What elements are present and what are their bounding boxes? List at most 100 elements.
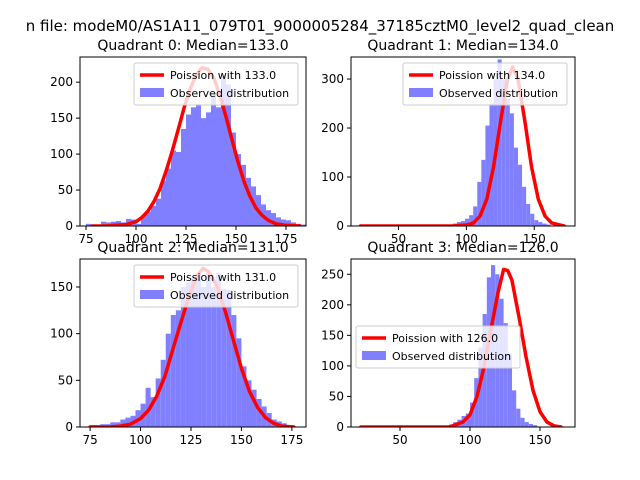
histogram-bar bbox=[145, 387, 151, 427]
histogram-bar bbox=[311, 225, 316, 226]
subplot-grid: 75 100 125 150 175 0 50 100 150 200 Quadrant 0: Me… bbox=[50, 38, 576, 447]
legend-box bbox=[133, 62, 299, 106]
x-tick-label: 125 bbox=[180, 433, 203, 447]
histogram-bar bbox=[186, 114, 191, 226]
histogram-bar bbox=[489, 103, 494, 226]
histogram-bar bbox=[473, 206, 478, 226]
histogram-bar bbox=[231, 132, 236, 226]
histogram-bar bbox=[241, 366, 247, 427]
histogram-bar bbox=[196, 103, 201, 226]
histogram-bar bbox=[211, 92, 216, 226]
histogram-bar bbox=[469, 215, 474, 226]
x-tick-label: 100 bbox=[459, 433, 482, 447]
histogram-bar bbox=[201, 118, 206, 226]
legend-label-poisson: Poission with 126.0 bbox=[392, 332, 498, 345]
x-tick-label: 100 bbox=[455, 232, 478, 246]
histogram-bar bbox=[306, 225, 311, 226]
histogram-bar bbox=[185, 282, 191, 427]
histogram-bar bbox=[180, 287, 186, 427]
histogram-bar bbox=[522, 186, 527, 226]
x-tick-label: 150 bbox=[529, 433, 552, 447]
histogram-bar bbox=[533, 425, 538, 427]
histogram-bar bbox=[503, 323, 508, 427]
histogram-bar bbox=[276, 217, 281, 226]
histogram-bar bbox=[221, 288, 227, 427]
legend-box bbox=[355, 325, 521, 369]
histogram-bar bbox=[512, 390, 517, 427]
legend-patch-swatch bbox=[409, 88, 433, 97]
histogram-bar bbox=[477, 181, 482, 226]
x-tick-label: 50 bbox=[392, 433, 407, 447]
histogram-bar bbox=[110, 422, 116, 427]
histogram-bar bbox=[497, 59, 502, 226]
histogram-bar bbox=[171, 150, 176, 226]
histogram-bar bbox=[513, 147, 518, 226]
x-tick-label: 150 bbox=[225, 232, 248, 246]
y-tick-label: 100 bbox=[50, 327, 73, 341]
histogram-bar bbox=[524, 422, 529, 427]
histogram-bars bbox=[90, 273, 292, 427]
legend-label-observed: Observed distribution bbox=[392, 350, 511, 363]
histogram-bar bbox=[221, 74, 226, 226]
histogram-bar bbox=[136, 223, 141, 226]
histogram-bar bbox=[286, 220, 291, 226]
y-tick-label: 0 bbox=[65, 420, 73, 434]
y-tick-label: 0 bbox=[65, 219, 73, 233]
histogram-bar bbox=[156, 198, 161, 226]
subplot-quadrant-1: 50 100 150 0 100 200 300 Quadrant 1: Median=134… bbox=[321, 38, 576, 246]
y-tick-label: 150 bbox=[50, 280, 73, 294]
legend: Poission with 131.0 Observed distribution bbox=[133, 264, 299, 308]
histogram-bar bbox=[505, 98, 510, 226]
histogram-bar bbox=[520, 417, 525, 427]
axes-frame bbox=[350, 56, 576, 227]
y-tick-label: 200 bbox=[50, 75, 73, 89]
y-tick-label: 100 bbox=[321, 170, 344, 184]
x-tick-label: 100 bbox=[125, 232, 148, 246]
y-tick-label: 200 bbox=[321, 298, 344, 312]
y-tick-label: 50 bbox=[58, 183, 73, 197]
legend-label-observed: Observed distribution bbox=[170, 87, 289, 100]
histogram-bar bbox=[256, 399, 262, 427]
histogram-bar bbox=[501, 79, 506, 226]
histogram-bar bbox=[546, 224, 551, 226]
histogram-bar bbox=[206, 112, 211, 226]
legend: Poission with 134.0 Observed distribution bbox=[402, 62, 568, 106]
subplot-title: Quadrant 0: Median=133.0 bbox=[97, 38, 288, 54]
legend-patch-swatch bbox=[362, 351, 386, 360]
y-tick-label: 200 bbox=[321, 121, 344, 135]
histogram-bar bbox=[236, 154, 241, 226]
y-tick-label: 300 bbox=[321, 72, 344, 86]
histogram-bar bbox=[509, 113, 514, 226]
legend: Poission with 133.0 Observed distribution bbox=[133, 62, 299, 106]
histogram-bar bbox=[241, 164, 246, 226]
x-tick-label: 175 bbox=[275, 232, 298, 246]
histogram-bar bbox=[201, 287, 207, 427]
histogram-bar bbox=[481, 159, 486, 226]
histogram-bar bbox=[166, 168, 171, 226]
subplot-quadrant-3: 50 100 150 0 50 100 150 200 250 Quadrant 3: Media… bbox=[321, 240, 576, 447]
x-tick-label: 150 bbox=[230, 433, 253, 447]
subplot-title: Quadrant 1: Median=134.0 bbox=[367, 38, 558, 54]
subplot-quadrant-2: 75 100 125 150 175 0 50 100 150 Quadrant 2: Media… bbox=[50, 240, 307, 447]
legend-label-poisson: Poission with 133.0 bbox=[170, 69, 276, 82]
legend-patch-swatch bbox=[140, 88, 164, 97]
x-tick-label: 125 bbox=[175, 232, 198, 246]
histogram-bar bbox=[231, 315, 237, 427]
histogram-bar bbox=[534, 220, 539, 226]
histogram-bar bbox=[150, 397, 156, 427]
histogram-bar bbox=[175, 310, 181, 427]
histogram-bar bbox=[266, 210, 271, 226]
x-tick-label: 150 bbox=[523, 232, 546, 246]
y-tick-label: 50 bbox=[329, 389, 344, 403]
legend: Poission with 126.0 Observed distribution bbox=[355, 325, 521, 369]
legend-label-observed: Observed distribution bbox=[170, 289, 289, 302]
histogram-bar bbox=[301, 224, 306, 226]
histogram-bar bbox=[161, 180, 166, 226]
histogram-bar bbox=[170, 315, 176, 427]
histogram-bar bbox=[542, 223, 547, 226]
histogram-bar bbox=[125, 417, 131, 427]
histogram-bar bbox=[517, 164, 523, 226]
histogram-bar bbox=[120, 419, 126, 427]
histogram-bar bbox=[526, 203, 531, 226]
x-tick-label: 75 bbox=[82, 433, 97, 447]
